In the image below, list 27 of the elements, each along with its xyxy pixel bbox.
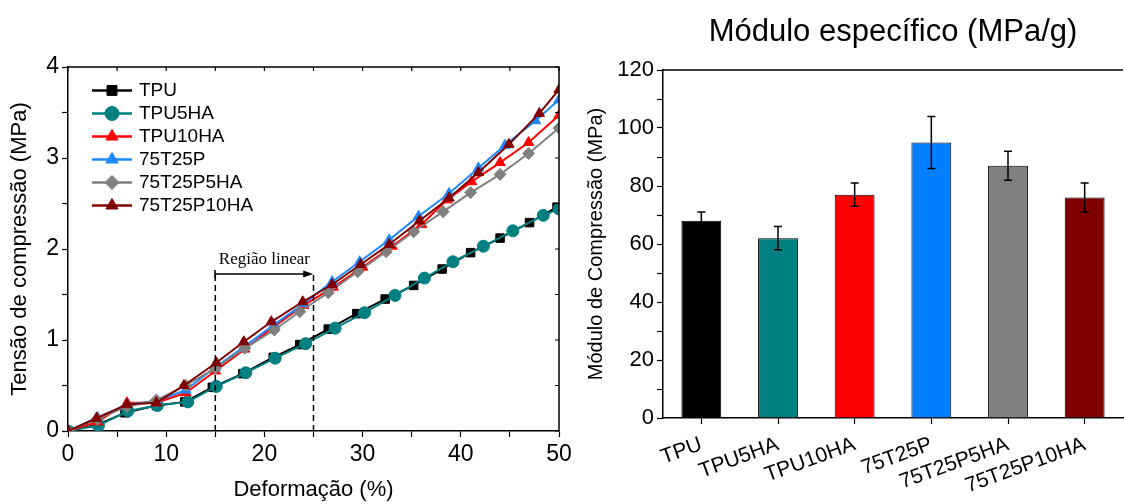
y-tick-label: 40 <box>629 288 654 314</box>
annotation: Região linear <box>218 248 311 268</box>
x-tick-label: 50 <box>546 440 572 467</box>
legend-label: 75T25P5HA <box>139 170 243 192</box>
x-tick-label: 20 <box>251 440 278 467</box>
y-tick-label: 60 <box>629 230 654 256</box>
y-tick-label: 0 <box>641 404 654 430</box>
y-tick-label: 2 <box>46 234 59 261</box>
y-axis-title: Módulo de Compressão (MPa) <box>583 107 606 381</box>
x-tick-label: 10 <box>153 440 179 467</box>
y-tick-label: 3 <box>46 143 59 170</box>
y-tick-label: 20 <box>629 346 654 372</box>
y-tick-label: 100 <box>617 114 654 140</box>
legend-label: TPU5HA <box>139 101 215 123</box>
legend-label: TPU10HA <box>139 124 225 146</box>
y-tick-label: 1 <box>46 325 59 352</box>
x-tick-label: 30 <box>349 440 376 467</box>
legend-label: TPU <box>139 78 177 100</box>
legend-label: 75T25P <box>139 147 206 169</box>
y-axis-title: Tensão de compressão (MPa) <box>6 102 32 396</box>
y-tick-label: 80 <box>629 172 654 198</box>
legend-label: 75T25P10HA <box>139 193 254 215</box>
y-tick-label: 4 <box>46 52 60 79</box>
y-tick-label: 120 <box>617 56 654 82</box>
chart-title: Módulo específico (MPa/g) <box>708 12 1078 48</box>
x-axis-title: Deformação (%) <box>233 475 394 501</box>
x-tick-label: 40 <box>448 440 474 467</box>
